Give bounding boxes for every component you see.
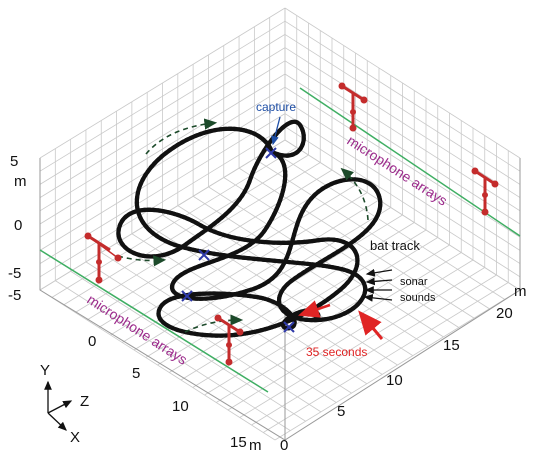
y-axis-labels: 5 m 0 -5 -5 bbox=[8, 153, 27, 304]
sonar-sound-arrows bbox=[363, 268, 393, 302]
flight-arrow-bottom bbox=[184, 314, 244, 333]
grid-floor bbox=[39, 139, 521, 441]
flight-arrow-left bbox=[117, 255, 167, 267]
time-arrow bbox=[358, 310, 384, 340]
capture-arrow bbox=[271, 116, 281, 146]
array-line-bottom bbox=[39, 249, 269, 393]
x-tick-5: 5 bbox=[132, 365, 140, 382]
sonar-label: sonar bbox=[400, 276, 428, 288]
track-markers bbox=[181, 147, 295, 333]
z-tick-20: 20 bbox=[496, 305, 513, 322]
z-tick-0: 0 bbox=[280, 437, 288, 454]
z-tick-10: 10 bbox=[386, 372, 403, 389]
x-axis-labels: 0 5 10 15 m bbox=[88, 333, 262, 454]
mic-array-3 bbox=[84, 232, 122, 284]
z-tick-15: 15 bbox=[443, 337, 460, 354]
y-tick-0: 0 bbox=[14, 217, 22, 234]
capture-marker bbox=[265, 147, 277, 159]
flight-direction-arrows bbox=[117, 118, 369, 333]
sounds-label: sounds bbox=[400, 292, 436, 304]
y-unit: m bbox=[14, 173, 27, 190]
capture-label: capture bbox=[256, 100, 296, 114]
z-axis-labels: 0 5 10 15 20 m bbox=[280, 283, 527, 454]
bat-track bbox=[118, 122, 380, 336]
z-tick-5: 5 bbox=[337, 403, 345, 420]
y-tick-neg5: -5 bbox=[8, 265, 21, 282]
y-tick-neg5-b: -5 bbox=[8, 287, 21, 304]
mic-array-4 bbox=[214, 314, 244, 366]
triad-y-label: Y bbox=[40, 362, 50, 379]
marker-start bbox=[283, 321, 295, 333]
x-tick-0: 0 bbox=[88, 333, 96, 350]
microphone-arrays bbox=[84, 82, 499, 366]
flight-arrow-right bbox=[340, 167, 369, 221]
bat-track-label: bat track bbox=[370, 238, 420, 253]
start-arrow bbox=[298, 300, 331, 318]
axis-triad bbox=[44, 380, 73, 431]
marker-left bbox=[181, 290, 193, 302]
triad-z-label: Z bbox=[80, 393, 89, 410]
x-tick-10: 10 bbox=[172, 398, 189, 415]
mic-array-2 bbox=[471, 167, 499, 216]
triad-x-label: X bbox=[70, 429, 80, 446]
mic-array-1 bbox=[338, 82, 368, 132]
time-label: 35 seconds bbox=[306, 345, 367, 359]
y-tick-5: 5 bbox=[10, 153, 18, 170]
marker-mid bbox=[198, 249, 210, 261]
x-tick-15: 15 bbox=[230, 434, 247, 451]
x-unit: m bbox=[249, 437, 262, 454]
z-unit: m bbox=[514, 283, 527, 300]
